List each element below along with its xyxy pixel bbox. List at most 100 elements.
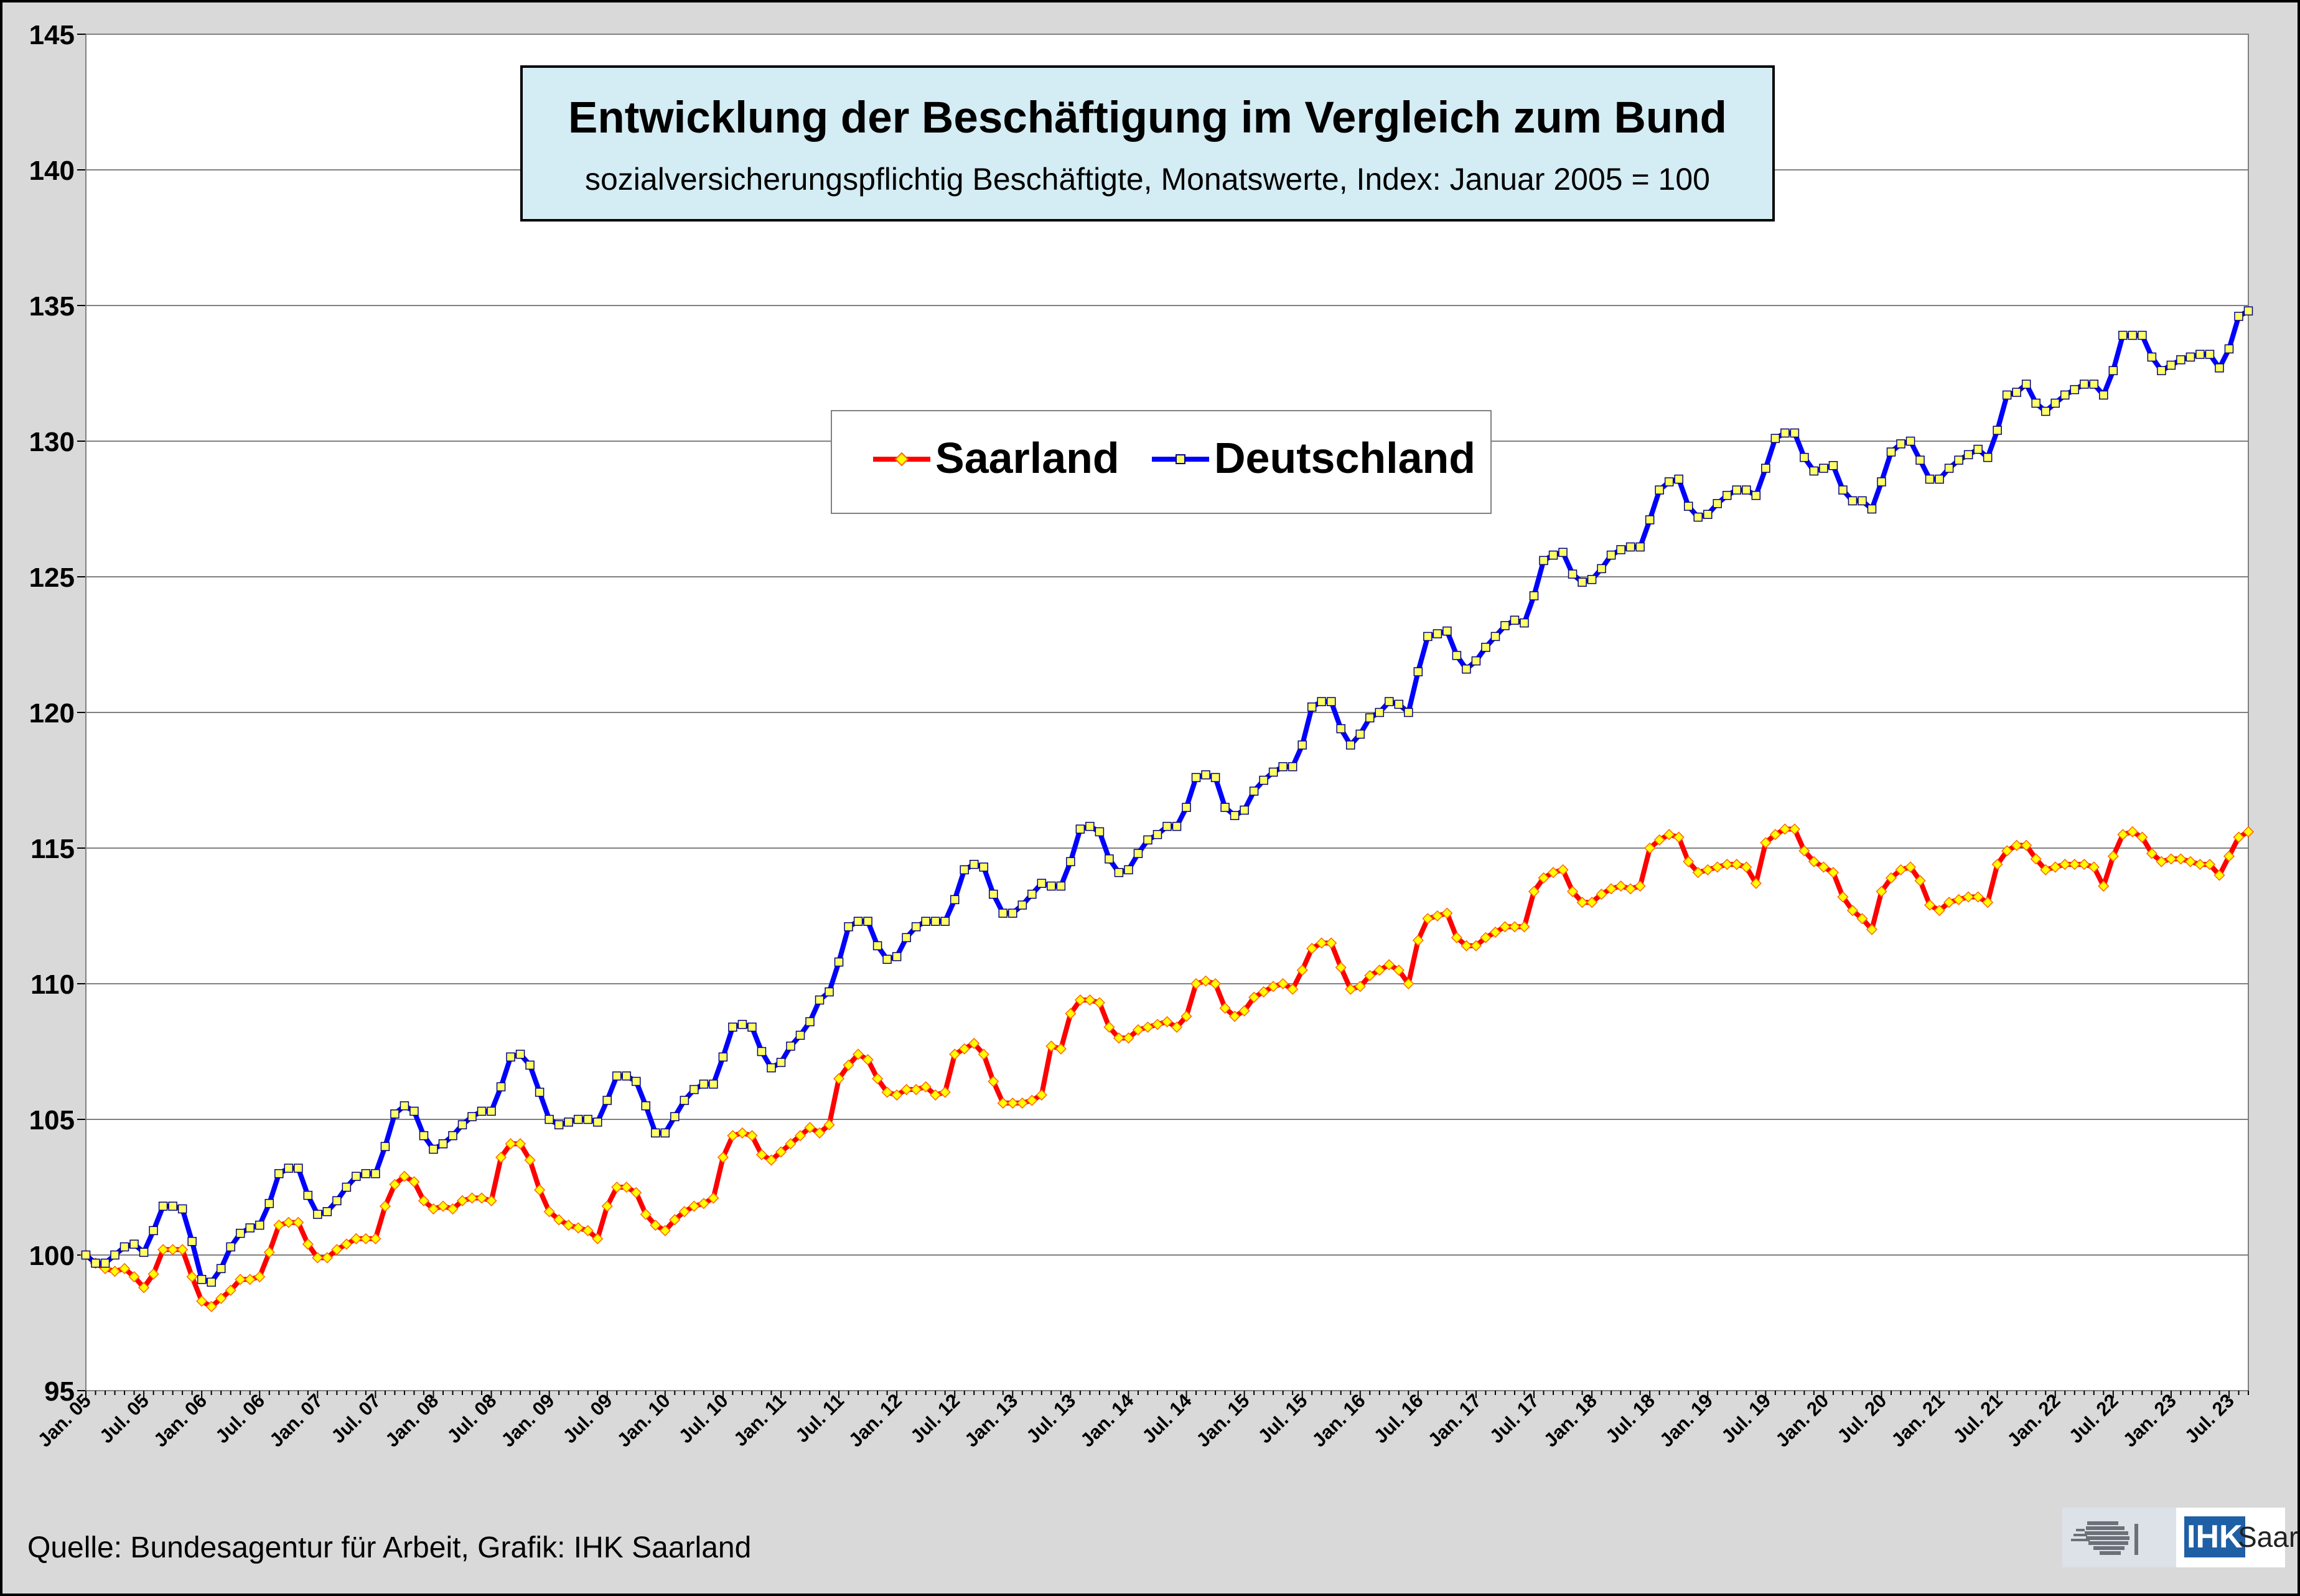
x-tick-label: Jan. 17 — [1424, 1389, 1485, 1451]
data-point-deutschland — [371, 1169, 380, 1178]
legend: Saarland Deutschland — [831, 410, 1492, 514]
data-point-saarland — [2078, 859, 2090, 870]
data-point-deutschland — [2089, 380, 2099, 389]
data-point-deutschland — [1944, 464, 1954, 473]
data-point-saarland — [1403, 978, 1414, 990]
data-point-deutschland — [2021, 380, 2031, 389]
data-point-deutschland — [911, 922, 921, 931]
data-point-saarland — [2098, 880, 2110, 892]
data-point-saarland — [988, 1075, 999, 1088]
y-tick-label: 120 — [29, 698, 75, 729]
data-point-deutschland — [1655, 485, 1664, 495]
data-point-deutschland — [400, 1101, 409, 1111]
data-point-deutschland — [2041, 406, 2050, 416]
data-point-saarland — [978, 1048, 989, 1060]
x-tick-label: Jul. 17 — [1485, 1389, 1543, 1447]
data-point-deutschland — [1201, 770, 1210, 780]
data-point-deutschland — [274, 1169, 284, 1178]
data-point-saarland — [1798, 845, 1810, 857]
data-point-saarland — [823, 1119, 835, 1131]
data-point-saarland — [2088, 861, 2100, 873]
data-point-deutschland — [1828, 460, 1838, 470]
data-point-saarland — [2107, 851, 2119, 862]
data-point-deutschland — [207, 1277, 216, 1287]
data-point-deutschland — [1413, 667, 1423, 676]
data-point-saarland — [273, 1219, 285, 1231]
data-point-saarland — [1132, 1024, 1144, 1036]
data-point-deutschland — [1085, 821, 1095, 831]
data-point-saarland — [765, 1154, 777, 1166]
data-point-deutschland — [1124, 865, 1133, 875]
data-point-saarland — [2233, 831, 2245, 843]
data-point-deutschland — [1568, 569, 1578, 579]
data-point-deutschland — [1742, 485, 1751, 495]
data-point-saarland — [205, 1300, 217, 1312]
data-point-saarland — [2117, 829, 2129, 841]
data-point-deutschland — [592, 1118, 602, 1127]
data-point-deutschland — [1693, 512, 1703, 522]
data-point-saarland — [1074, 994, 1086, 1006]
data-point-saarland — [321, 1252, 333, 1264]
data-point-deutschland — [1993, 426, 2002, 435]
data-point-saarland — [1924, 899, 1936, 911]
data-point-saarland — [1441, 907, 1453, 919]
data-point-saarland — [456, 1195, 469, 1206]
data-point-saarland — [1818, 861, 1830, 873]
data-point-saarland — [1190, 978, 1202, 990]
data-point-deutschland — [670, 1112, 680, 1121]
data-point-deutschland — [767, 1063, 776, 1073]
data-point-saarland — [1634, 880, 1646, 892]
data-point-saarland — [862, 1054, 874, 1066]
data-point-deutschland — [1027, 889, 1037, 899]
data-point-deutschland — [2002, 390, 2012, 400]
data-point-deutschland — [583, 1114, 592, 1124]
data-point-saarland — [1769, 829, 1781, 841]
data-point-saarland — [186, 1271, 198, 1282]
data-point-deutschland — [1326, 697, 1336, 706]
data-point-saarland — [2242, 826, 2255, 838]
x-tick-label: Jan. 20 — [1771, 1389, 1833, 1451]
data-point-deutschland — [2099, 390, 2108, 400]
x-tick-label: Jan. 22 — [2003, 1389, 2065, 1451]
data-point-saarland — [563, 1219, 574, 1231]
data-point-saarland — [930, 1089, 942, 1101]
x-tick-label: Jan. 15 — [1192, 1389, 1253, 1451]
data-point-saarland — [1103, 1021, 1115, 1033]
data-point-saarland — [736, 1127, 748, 1139]
data-point-deutschland — [525, 1060, 535, 1070]
data-point-deutschland — [187, 1236, 197, 1246]
data-point-deutschland — [1220, 803, 1230, 812]
data-point-saarland — [1606, 883, 1617, 895]
data-point-deutschland — [622, 1071, 631, 1081]
data-point-deutschland — [805, 1017, 815, 1027]
data-point-deutschland — [1152, 829, 1162, 839]
data-point-saarland — [843, 1059, 854, 1071]
data-point-saarland — [2156, 856, 2167, 867]
data-point-deutschland — [2147, 352, 2157, 362]
data-point-saarland — [408, 1176, 420, 1188]
data-point-saarland — [1904, 861, 1917, 873]
data-point-saarland — [1528, 885, 1540, 897]
data-point-deutschland — [1047, 881, 1056, 891]
data-point-saarland — [1383, 959, 1395, 971]
data-point-deutschland — [786, 1042, 795, 1051]
data-point-deutschland — [1838, 485, 1848, 495]
data-point-deutschland — [1210, 773, 1220, 782]
data-point-saarland — [312, 1252, 324, 1264]
data-point-saarland — [2194, 859, 2206, 870]
logo-name-text: Saarland — [2238, 1521, 2300, 1553]
data-point-saarland — [505, 1138, 517, 1150]
data-point-saarland — [2136, 831, 2148, 843]
data-point-saarland — [466, 1192, 478, 1204]
data-point-deutschland — [81, 1250, 91, 1260]
data-point-saarland — [2126, 826, 2138, 838]
data-point-deutschland — [1886, 447, 1896, 457]
data-point-saarland — [215, 1292, 227, 1304]
data-point-saarland — [543, 1206, 555, 1218]
data-point-deutschland — [709, 1080, 718, 1089]
logo-ihk-text: IHK — [2184, 1516, 2245, 1557]
data-point-saarland — [235, 1274, 246, 1286]
data-point-deutschland — [2205, 350, 2215, 359]
data-point-saarland — [1914, 875, 1926, 887]
data-point-saarland — [1035, 1089, 1047, 1101]
